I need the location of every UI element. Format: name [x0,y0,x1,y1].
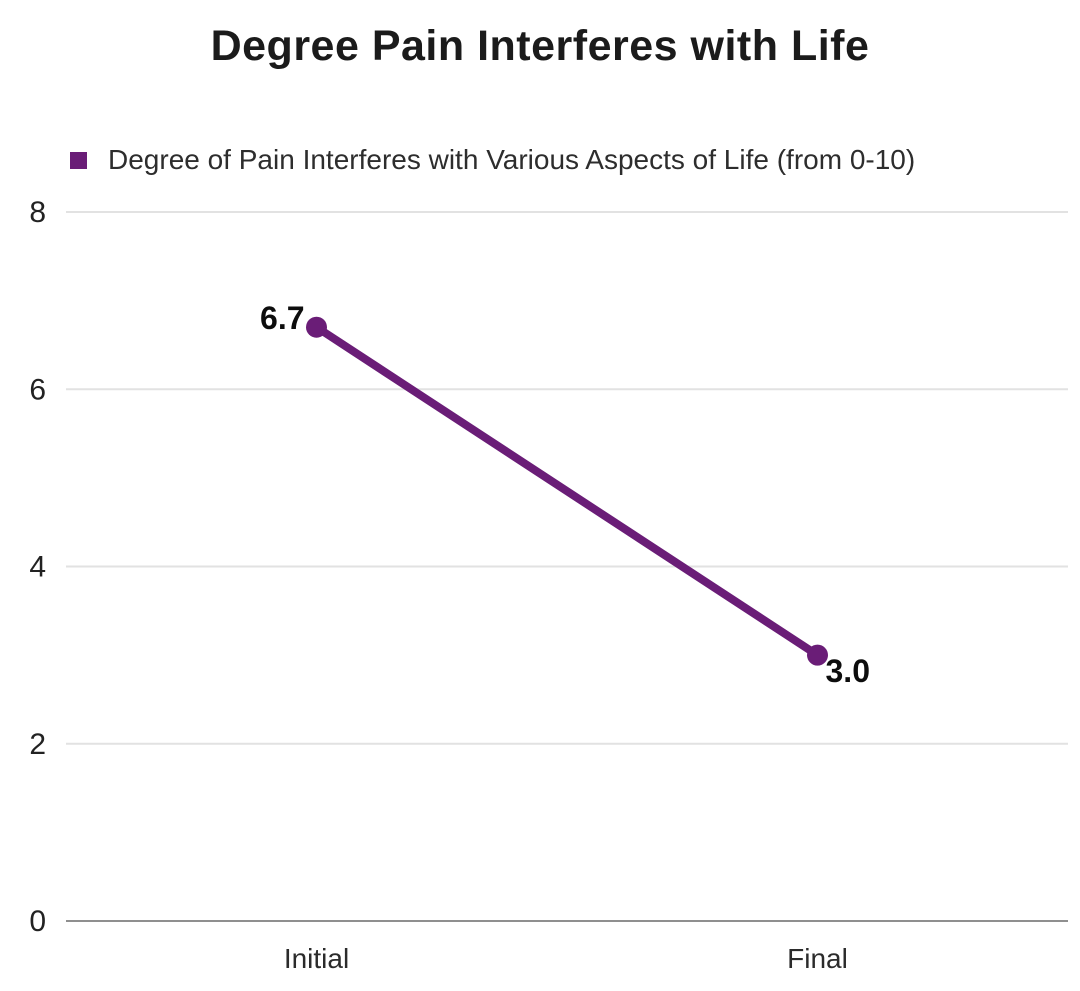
y-tick-label: 8 [29,196,46,229]
legend-series-label: Degree of Pain Interferes with Various A… [108,144,916,175]
x-category-label: Initial [284,943,349,974]
legend-swatch-icon [70,151,87,169]
data-point-label: 6.7 [260,300,304,336]
data-point [807,644,828,666]
series-line [312,323,822,660]
data-point-label: 3.0 [826,653,870,689]
y-tick-label: 4 [29,551,46,584]
y-tick-label: 0 [29,905,46,938]
data-point [306,316,327,338]
y-tick-label: 2 [29,728,46,761]
chart-title: Degree Pain Interferes with Life [210,22,870,70]
y-tick-label: 6 [29,373,46,406]
x-category-label: Final [787,943,848,974]
legend: Degree of Pain Interferes with Various A… [70,144,915,176]
